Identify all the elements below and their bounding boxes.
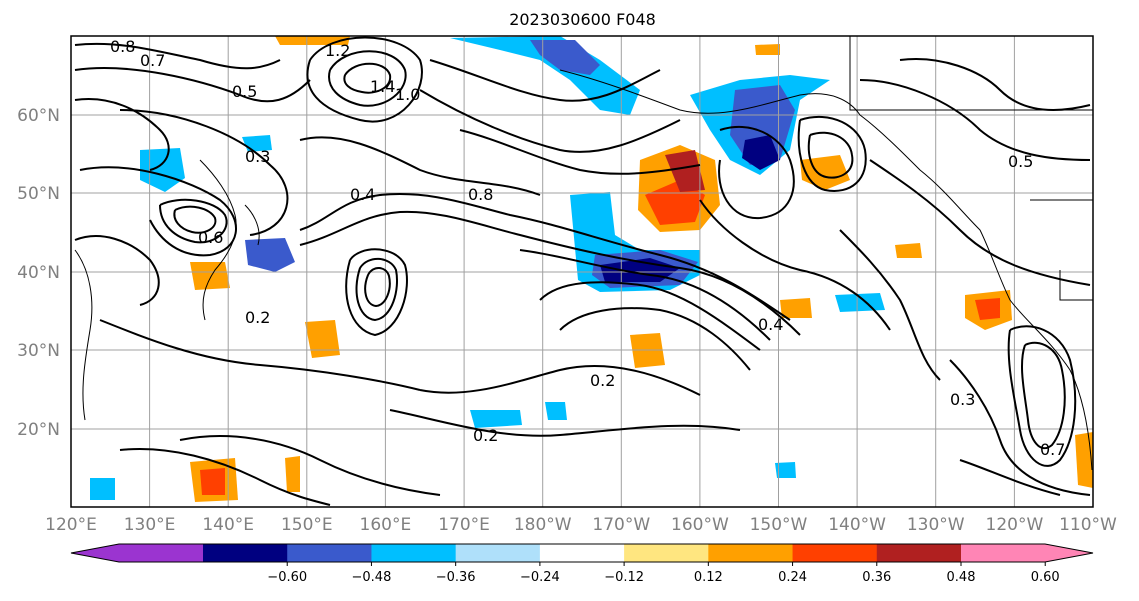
- lat-label: 60°N: [17, 106, 60, 126]
- shade-neg-japan: [245, 238, 295, 272]
- contour-label: 1.2: [325, 41, 350, 60]
- colorbar-tick-label: −0.48: [352, 570, 392, 585]
- contour-label: 1.0: [395, 85, 420, 104]
- lat-label: 50°N: [17, 184, 60, 204]
- lon-label: 170°E: [438, 515, 490, 535]
- shade-neg-small-4: [775, 462, 796, 478]
- contour-label: 0.4: [758, 315, 783, 334]
- colorbar-segment: [539, 544, 625, 562]
- lon-label: 180°W: [514, 515, 572, 535]
- contour-label: 0.2: [473, 426, 498, 445]
- shade-pos-calif-core: [975, 298, 1000, 320]
- shade-pos-small-1: [285, 456, 300, 492]
- shade-pos-sw-core: [200, 468, 225, 495]
- map-frame: [70, 35, 1094, 508]
- colorbar-extension-high: [961, 544, 1093, 562]
- contour-label: 1.4: [370, 77, 395, 96]
- colorbar-tick-label: 0.24: [778, 570, 807, 585]
- colorbar-segment: [203, 544, 288, 562]
- lon-label: 130°W: [907, 515, 965, 535]
- colorbar-segment: [624, 544, 709, 562]
- colorbar-extension-low: [71, 544, 203, 562]
- shade-pos-mexico: [1075, 432, 1093, 488]
- graticule: [71, 36, 1093, 507]
- colorbar-tick-label: 0.48: [947, 570, 976, 585]
- contour-label-layer: 0.8 0.7 0.5 0.3 0.6 0.4 0.2 1.2 1.4 1.0 …: [110, 37, 1065, 459]
- colorbar-segment: [792, 544, 878, 562]
- lat-label: 30°N: [17, 341, 60, 361]
- colorbar-tick-label: −0.24: [520, 570, 560, 585]
- shade-pos-small-2: [755, 44, 780, 55]
- contour-label: 0.5: [1008, 152, 1033, 171]
- shade-pos-japan: [190, 262, 230, 290]
- lon-label: 140°W: [828, 515, 886, 535]
- colorbar-segment: [287, 544, 372, 562]
- colorbar-tick-label: 0.36: [862, 570, 891, 585]
- shade-pos-bc: [800, 155, 850, 190]
- shade-neg-north-1: [450, 36, 640, 115]
- colorbar-segment: [708, 544, 794, 562]
- contour-label: 0.7: [1040, 440, 1065, 459]
- colorbar-segment: [876, 544, 962, 562]
- colorbar-tick-label: −0.60: [267, 570, 307, 585]
- shade-pos-small-4: [895, 243, 922, 258]
- shade-neg-small-5: [90, 478, 115, 500]
- lon-label: 140°E: [202, 515, 254, 535]
- contour-label: 0.8: [468, 185, 493, 204]
- lon-label: 110°W: [1059, 515, 1117, 535]
- shade-pos-gulf-core: [645, 180, 705, 225]
- map-title: 2023030600 F048: [509, 10, 656, 29]
- lon-label: 120°E: [45, 515, 97, 535]
- shade-neg-alaska-max: [742, 135, 780, 170]
- lon-label: 160°W: [671, 515, 729, 535]
- colorbar: [70, 543, 1094, 563]
- lon-label: 150°E: [281, 515, 333, 535]
- contour-label: 0.2: [245, 308, 270, 327]
- colorbar-outline: [70, 543, 1094, 563]
- colorbar-tick-label: −0.36: [436, 570, 476, 585]
- contour-label: 0.5: [232, 82, 257, 101]
- lon-labels: 120°E 130°E 140°E 150°E 160°E 170°E 180°…: [45, 515, 1117, 535]
- shade-neg-west-1: [140, 148, 185, 192]
- contour-label: 0.3: [245, 147, 270, 166]
- colorbar-ticks: −0.60 −0.48 −0.36 −0.24 −0.12 0.12 0.24 0.36 0.4…: [267, 562, 1060, 585]
- lat-label: 40°N: [17, 263, 60, 283]
- shade-neg-small-2: [545, 402, 567, 420]
- colorbar-segment: [371, 544, 457, 562]
- lon-label: 160°E: [360, 515, 412, 535]
- shade-pos-west-sub: [305, 320, 340, 358]
- contour-label: 0.3: [950, 390, 975, 409]
- lon-label: 170°W: [592, 515, 650, 535]
- shade-neg-north-1-core: [530, 40, 600, 75]
- lon-label: 130°E: [124, 515, 176, 535]
- lat-labels: 60°N 50°N 40°N 30°N 20°N: [17, 106, 60, 440]
- contour-label: 0.6: [198, 228, 223, 247]
- lon-label: 150°W: [750, 515, 808, 535]
- contour-label: 0.4: [350, 185, 375, 204]
- colorbar-tick-label: 0.60: [1031, 570, 1060, 585]
- colorbar-tick-label: −0.12: [604, 570, 644, 585]
- shade-pos-small-3: [780, 298, 812, 318]
- lat-label: 20°N: [17, 420, 60, 440]
- coastlines: [74, 36, 1093, 471]
- contour-label: 0.2: [590, 371, 615, 390]
- shade-neg-small-1: [470, 410, 522, 428]
- colorbar-tick-label: 0.12: [694, 570, 723, 585]
- contour-label: 0.8: [110, 37, 135, 56]
- lon-label: 120°W: [986, 515, 1044, 535]
- colorbar-segment: [455, 544, 541, 562]
- shade-pos-gulf-max: [665, 150, 705, 192]
- contour-label: 0.7: [140, 51, 165, 70]
- contour-lines: [74, 36, 1091, 506]
